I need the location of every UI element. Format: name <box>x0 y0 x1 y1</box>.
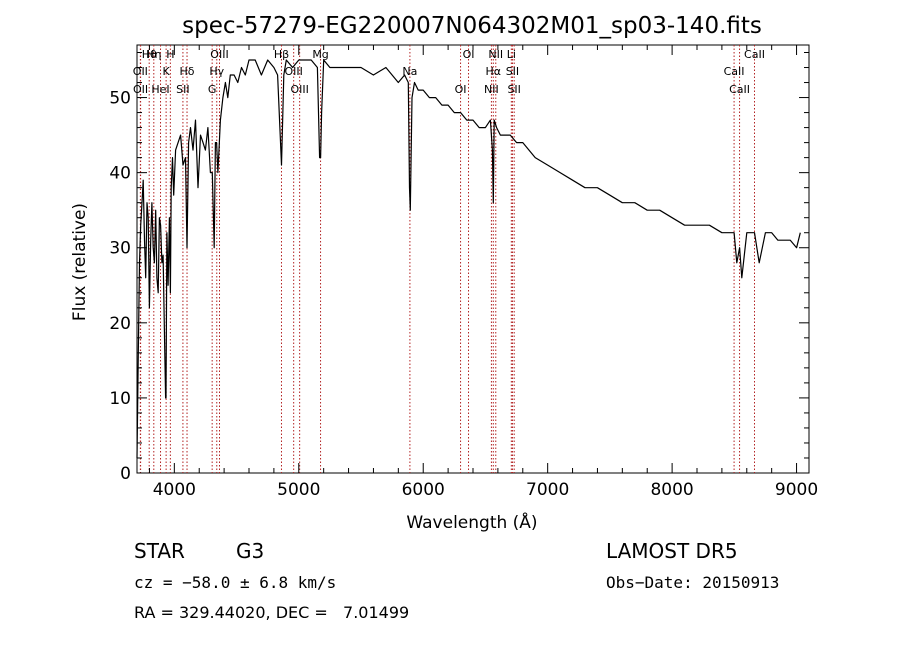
x-axis-ticks: 4000 5000 6000 7000 8000 9000 <box>148 45 818 500</box>
x-tick-label: 7000 <box>526 480 569 500</box>
line-marker-label: Hδ <box>180 65 195 78</box>
line-marker-label: Hθ <box>142 48 157 61</box>
x-axis-label: Wavelength (Å) <box>406 511 537 533</box>
y-tick-label: 20 <box>109 314 131 334</box>
line-marker-label: SII <box>506 65 519 78</box>
line-marker-label: CaII <box>724 65 745 78</box>
line-marker-label: Na <box>402 65 417 78</box>
x-tick-label: 4000 <box>153 480 196 500</box>
y-axis-label: Flux (relative) <box>70 203 90 321</box>
line-marker-label: H <box>166 48 174 61</box>
line-marker-labels: Hθ OII OII HηK HeI H Hδ SII OIII Hγ G Hβ OIII OIII Mg N… <box>133 48 765 96</box>
line-marker-label: Li <box>507 48 516 61</box>
spectrum-line <box>136 59 801 459</box>
y-tick-label: 50 <box>109 89 131 109</box>
redshift-cz: cz = −58.0 ± 6.8 km/s <box>134 573 336 592</box>
line-marker-label: SII <box>507 83 520 96</box>
line-marker-label: CaII <box>729 83 750 96</box>
object-class: STAR <box>134 539 185 563</box>
line-marker-label: OII <box>133 65 148 78</box>
line-marker-label: Hγ <box>209 65 224 78</box>
line-marker-label: OII <box>133 83 148 96</box>
chart-title: spec-57279-EG220007N064302M01_sp03-140.f… <box>182 13 762 39</box>
line-marker-label: SII <box>176 83 189 96</box>
y-tick-label: 30 <box>109 239 131 259</box>
line-markers <box>139 45 755 473</box>
y-tick-label: 10 <box>109 389 131 409</box>
line-marker-label: Hη <box>146 48 161 61</box>
line-marker-label: HeI <box>151 83 169 96</box>
line-marker-label: G <box>208 83 217 96</box>
x-tick-label: 5000 <box>277 480 320 500</box>
line-marker-label: NII <box>488 48 503 61</box>
object-subclass: G3 <box>236 539 264 563</box>
x-tick-label: 8000 <box>650 480 693 500</box>
y-tick-label: 40 <box>109 164 131 184</box>
y-axis-ticks: 0 10 20 30 40 50 <box>109 52 809 484</box>
line-marker-label: K <box>163 65 171 78</box>
spectrum-series <box>136 59 801 459</box>
line-marker-label: OI <box>463 48 475 61</box>
observation-date: Obs−Date: 20150913 <box>606 573 779 592</box>
line-marker-label: OI <box>455 83 467 96</box>
plot-frame <box>136 44 810 474</box>
y-tick-label: 0 <box>120 464 131 484</box>
line-marker-label: OIII <box>210 48 228 61</box>
line-marker-label: Mg <box>312 48 328 61</box>
line-marker-label: NII <box>484 83 499 96</box>
line-marker-label: Hα <box>486 65 502 78</box>
x-tick-label: 6000 <box>402 480 445 500</box>
line-marker-label: OIII <box>290 83 308 96</box>
line-marker-label: Hβ <box>274 48 289 61</box>
line-marker-label: CaII <box>744 48 765 61</box>
x-tick-label: 9000 <box>775 480 818 500</box>
survey-name: LAMOST DR5 <box>606 539 738 563</box>
ra-dec: RA = 329.44020, DEC = 7.01499 <box>134 603 409 622</box>
line-marker-label: OIII <box>284 65 302 78</box>
